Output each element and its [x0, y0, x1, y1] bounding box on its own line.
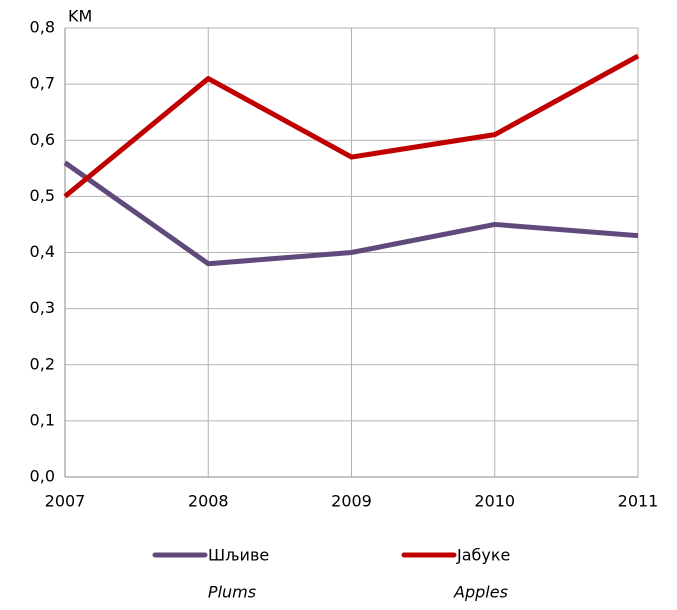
y-tick-label: 0,6: [30, 130, 55, 149]
y-tick-label: 0,0: [30, 467, 55, 486]
y-tick-label: 0,1: [30, 410, 55, 429]
series-line: [63, 53, 640, 199]
y-tick-label: 0,8: [30, 18, 55, 37]
y-tick-label: 0,4: [30, 242, 55, 261]
x-tick-label: 2008: [188, 492, 229, 511]
legend-label: Шљиве: [208, 546, 269, 565]
legend-note: Apples: [453, 583, 508, 602]
series-line: [63, 160, 639, 267]
legend-label: Јабуке: [456, 546, 510, 565]
x-tick-label: 2010: [474, 492, 515, 511]
x-tick-label: 2009: [331, 492, 372, 511]
x-tick-label: 2011: [618, 492, 659, 511]
y-tick-label: 0,3: [30, 298, 55, 317]
x-tick-label: 2007: [45, 492, 86, 511]
y-tick-label: 0,7: [30, 74, 55, 93]
legend-note: Plums: [208, 583, 256, 602]
y-tick-label: 0,2: [30, 354, 55, 373]
y-tick-label: 0,5: [30, 186, 55, 205]
y-unit: KM: [68, 7, 92, 26]
